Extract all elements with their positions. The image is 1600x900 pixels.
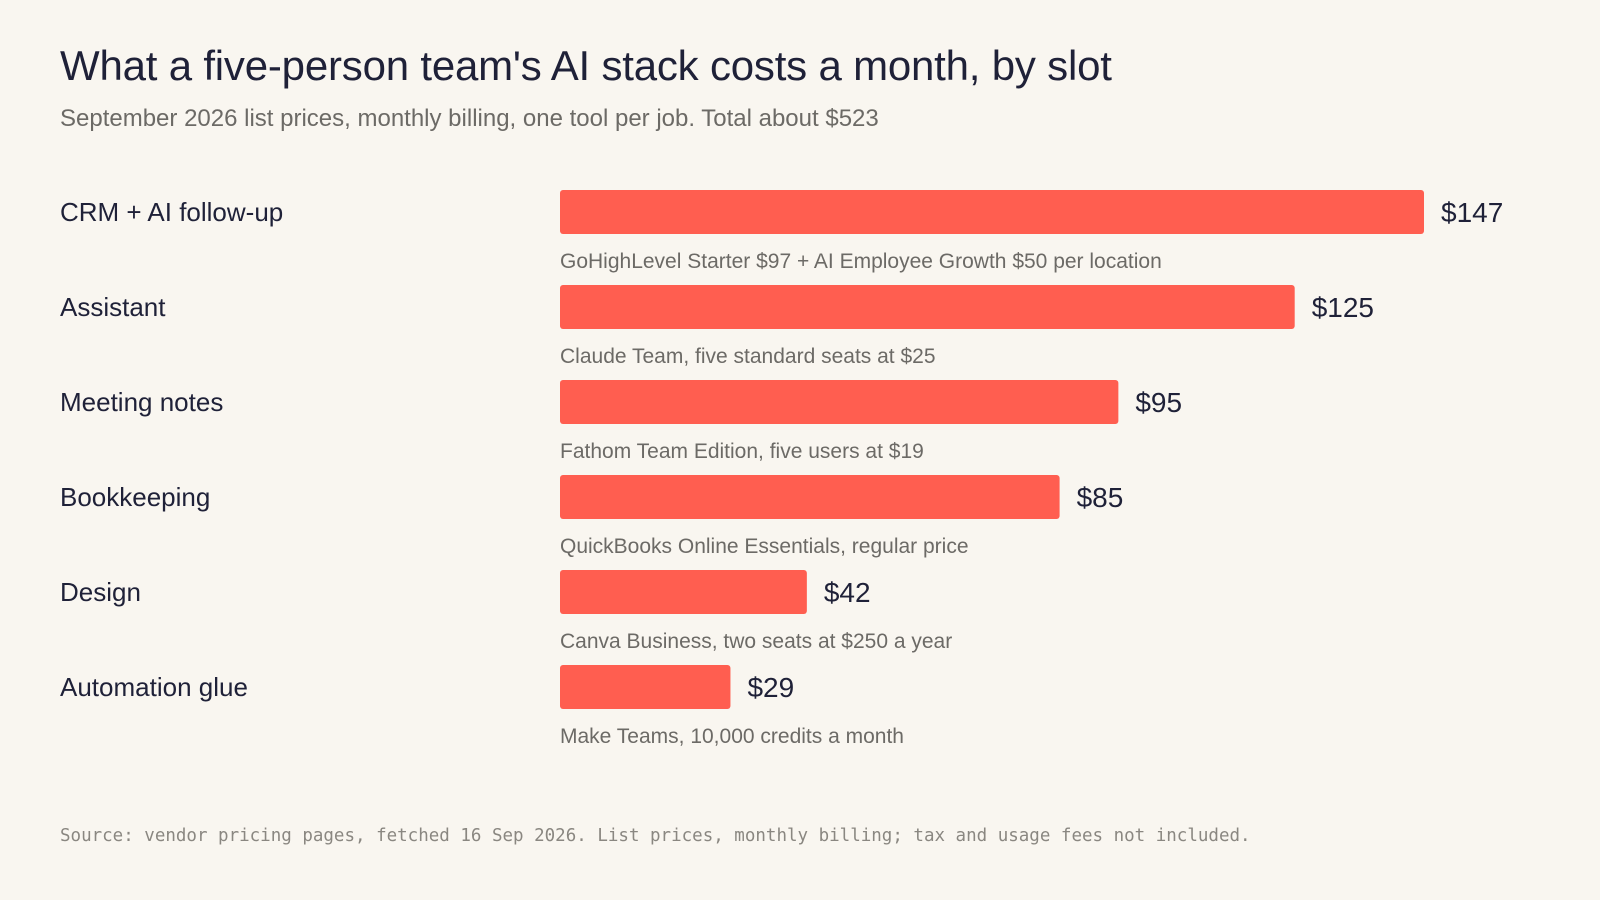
bar-note: Fathom Team Edition, five users at $19 bbox=[560, 440, 924, 463]
bar bbox=[560, 285, 1295, 329]
chart-title: What a five-person team's AI stack costs… bbox=[60, 42, 1112, 89]
bar bbox=[560, 570, 807, 614]
bar bbox=[560, 475, 1060, 519]
value-label: $95 bbox=[1135, 387, 1182, 418]
bar bbox=[560, 665, 731, 709]
bar bbox=[560, 380, 1119, 424]
chart-subtitle: September 2026 list prices, monthly bill… bbox=[60, 105, 879, 132]
bar bbox=[560, 190, 1424, 234]
source-note: Source: vendor pricing pages, fetched 16… bbox=[60, 826, 1251, 846]
bar-note: Claude Team, five standard seats at $25 bbox=[560, 345, 936, 368]
bar-note: GoHighLevel Starter $97 + AI Employee Gr… bbox=[560, 250, 1162, 273]
bar-note: Canva Business, two seats at $250 a year bbox=[560, 630, 952, 653]
category-label: Bookkeeping bbox=[60, 482, 210, 512]
value-label: $85 bbox=[1077, 482, 1124, 513]
value-label: $125 bbox=[1312, 292, 1374, 323]
bar-note: QuickBooks Online Essentials, regular pr… bbox=[560, 535, 969, 558]
category-label: Assistant bbox=[60, 292, 166, 322]
category-label: Automation glue bbox=[60, 672, 248, 702]
value-label: $29 bbox=[747, 672, 794, 703]
value-label: $147 bbox=[1441, 197, 1503, 228]
category-label: CRM + AI follow-up bbox=[60, 197, 283, 227]
category-label: Meeting notes bbox=[60, 387, 223, 417]
value-label: $42 bbox=[824, 577, 871, 608]
bar-chart: CRM + AI follow-up $147 GoHighLevel Starte… bbox=[60, 190, 1503, 748]
category-label: Design bbox=[60, 577, 141, 607]
bar-note: Make Teams, 10,000 credits a month bbox=[560, 725, 904, 748]
